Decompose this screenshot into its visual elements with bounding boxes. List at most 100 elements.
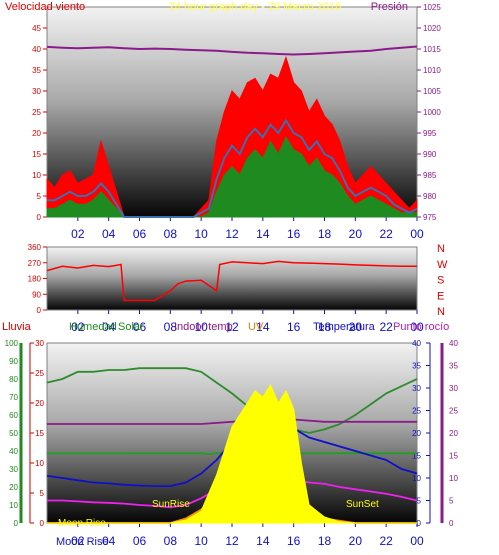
multi-x-tick-label: 12 — [225, 534, 239, 548]
lluvia-tick-label: 40 — [9, 447, 18, 456]
right-tick-label: 20 — [412, 429, 421, 438]
dir-x-tick-label: 10 — [194, 320, 208, 334]
wind-series-1 — [46, 136, 418, 218]
pressure-y-tick-label: 1010 — [423, 66, 441, 75]
pressure-y-tick-label: 1015 — [423, 45, 441, 54]
far-right-tick-label: 30 — [449, 384, 458, 393]
series-solar — [47, 383, 417, 524]
multi-x-tick-label: 10 — [194, 534, 208, 548]
pressure-y-tick-label: 990 — [423, 150, 437, 159]
legend-entry: Lluvia — [2, 321, 32, 333]
wind-y-tick-label: 45 — [32, 24, 41, 33]
wind-x-tick-label: 02 — [71, 227, 85, 241]
wind-x-tick-label: 06 — [133, 227, 147, 241]
wind-y-tick-label: 10 — [32, 171, 41, 180]
right-tick-label: 25 — [412, 407, 421, 416]
compass-label: S — [437, 275, 444, 287]
right-tick-label: 0 — [417, 519, 422, 528]
multi-x-tick-label: 14 — [256, 534, 270, 548]
pressure-y-tick-label: 980 — [423, 192, 437, 201]
pressure-y-tick-label: 985 — [423, 171, 437, 180]
annotation-moon-rise: Moon Rise — [58, 518, 106, 529]
compass-label: W — [437, 259, 448, 271]
far-right-tick-label: 35 — [449, 362, 458, 371]
lluvia-tick-label: 50 — [9, 429, 18, 438]
dir-x-tick-label: 04 — [102, 320, 116, 334]
pressure-y-tick-label: 995 — [423, 129, 437, 138]
dir-x-tick-label: 08 — [164, 320, 178, 334]
series-0 — [46, 367, 418, 434]
wind-x-tick-label: 10 — [194, 227, 208, 241]
lluvia-tick-label: 70 — [9, 393, 18, 402]
wind-x-tick-label: 22 — [379, 227, 393, 241]
right-tick-label: 10 — [412, 474, 421, 483]
multi-x-tick-label: 00 — [410, 534, 424, 548]
lluvia-tick-label: 20 — [9, 483, 18, 492]
multi-x-tick-label: 06 — [133, 534, 147, 548]
wind-x-tick-label: 16 — [287, 227, 301, 241]
far-right-tick-label: 40 — [449, 339, 458, 348]
lluvia-tick-label: 60 — [9, 411, 18, 420]
left-tick-label: 15 — [35, 429, 44, 438]
legend-entry: Punto rocío — [393, 321, 449, 333]
dir-x-tick-label: 20 — [349, 320, 363, 334]
wind-series-2 — [47, 118, 418, 218]
far-right-tick-label: 0 — [449, 519, 454, 528]
lluvia-tick-label: 100 — [5, 339, 19, 348]
pressure-right-axis-title: Presión — [371, 1, 408, 13]
dir-y-tick-label: 0 — [37, 306, 42, 315]
dir-x-tick-label: 12 — [225, 320, 239, 334]
dir-series-0 — [46, 260, 417, 302]
wind-series-3 — [46, 45, 418, 56]
wind-x-tick-label: 12 — [225, 227, 239, 241]
wind-x-tick-label: 04 — [102, 227, 116, 241]
multi-x-tick-label: 20 — [349, 534, 363, 548]
pressure-y-tick-label: 1005 — [423, 87, 441, 96]
dir-y-tick-label: 270 — [28, 259, 42, 268]
left-tick-label: 5 — [40, 489, 45, 498]
multi-x-tick-label: 22 — [379, 534, 393, 548]
right-tick-label: 35 — [412, 362, 421, 371]
pressure-y-tick-label: 975 — [423, 213, 437, 222]
right-tick-label: 40 — [412, 339, 421, 348]
wind-x-tick-label: 14 — [256, 227, 270, 241]
wind-x-tick-label: 08 — [164, 227, 178, 241]
wind-pressure-panel: Velocidad viento 24 hour graph day - 29 M… — [5, 1, 441, 241]
multi-x-tick-label: 04 — [102, 534, 116, 548]
lluvia-tick-label: 80 — [9, 375, 18, 384]
series-2 — [47, 452, 417, 456]
multi-x-tick-label: 02 — [71, 534, 85, 548]
left-tick-label: 30 — [35, 339, 44, 348]
dir-x-tick-label: 02 — [71, 320, 85, 334]
right-tick-label: 30 — [412, 384, 421, 393]
dir-y-tick-label: 90 — [32, 290, 41, 299]
right-tick-label: 5 — [417, 497, 422, 506]
lluvia-tick-label: 90 — [9, 357, 18, 366]
legend-entry: Humedad — [69, 321, 117, 333]
wind-x-tick-label: 18 — [318, 227, 332, 241]
compass-label: E — [437, 290, 444, 302]
legend-entry: Temperatura — [313, 321, 376, 333]
right-tick-label: 15 — [412, 452, 421, 461]
far-right-tick-label: 15 — [449, 452, 458, 461]
wind-y-tick-label: 25 — [32, 108, 41, 117]
wind-y-tick-label: 35 — [32, 66, 41, 75]
dir-y-tick-label: 180 — [28, 275, 42, 284]
far-right-tick-label: 10 — [449, 474, 458, 483]
pressure-y-tick-label: 1025 — [423, 3, 441, 12]
far-right-tick-label: 20 — [449, 429, 458, 438]
dir-x-tick-label: 16 — [287, 320, 301, 334]
wind-left-axis-title: Velocidad viento — [5, 1, 85, 13]
multi-x-tick-label: 16 — [287, 534, 301, 548]
annotation-moon-rise-2: Moon Rise — [56, 536, 109, 548]
wind-x-tick-label: 20 — [349, 227, 363, 241]
wind-y-tick-label: 0 — [37, 213, 42, 222]
dir-x-tick-label: 06 — [133, 320, 147, 334]
annotation-sunrise: SunRise — [152, 499, 190, 510]
pressure-y-tick-label: 1020 — [423, 24, 441, 33]
compass-label: N — [437, 306, 445, 318]
left-tick-label: 20 — [35, 399, 44, 408]
left-tick-label: 0 — [40, 519, 45, 528]
dir-y-tick-label: 360 — [28, 243, 42, 252]
